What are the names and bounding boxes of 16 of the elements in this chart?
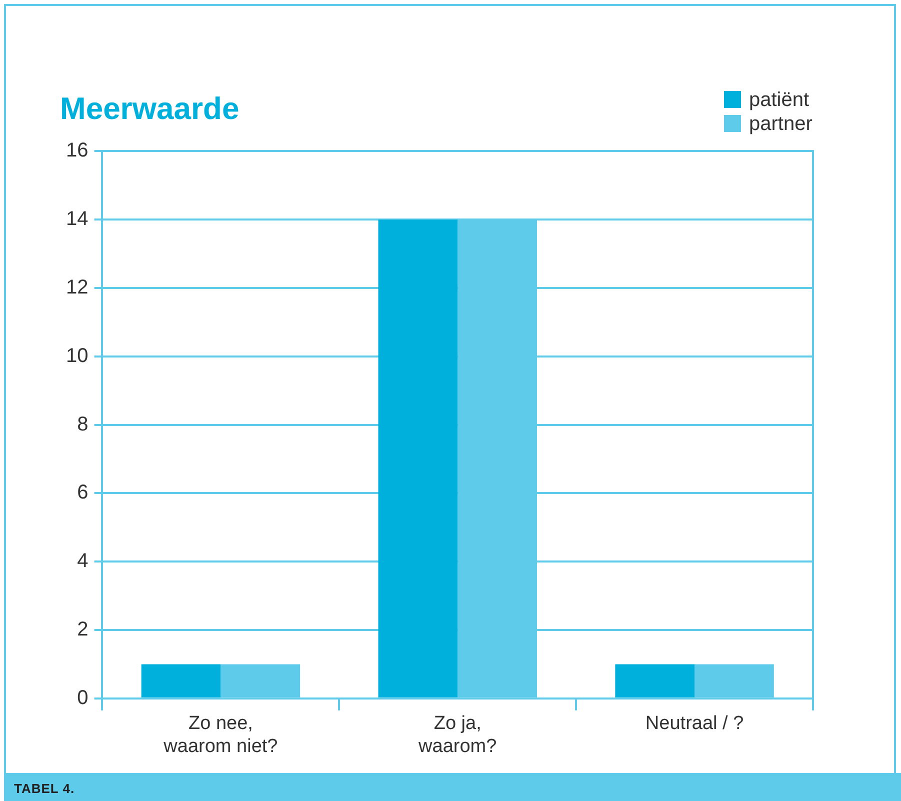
y-tick-label: 0 (77, 686, 88, 709)
chart-title: Meerwaarde (60, 91, 240, 126)
x-tick-label: Zo nee, waarom niet? (162, 713, 278, 757)
y-tick-label: 4 (77, 550, 88, 572)
y-tick-label: 10 (66, 344, 88, 367)
y-tick-label: 12 (66, 276, 88, 299)
legend-label: partner (749, 113, 812, 135)
y-tick-label: 16 (66, 140, 88, 162)
y-tick-label: 14 (66, 208, 88, 230)
legend-label: patiënt (749, 89, 810, 111)
y-tick-label: 6 (77, 482, 88, 504)
y-tick-label: 8 (77, 413, 88, 436)
y-tick-label: 2 (77, 618, 88, 641)
x-tick-label: Zo ja, waarom? (418, 713, 497, 757)
x-tick-label: Neutraal / ? (645, 713, 744, 734)
text: TABEL 4. (14, 781, 75, 796)
